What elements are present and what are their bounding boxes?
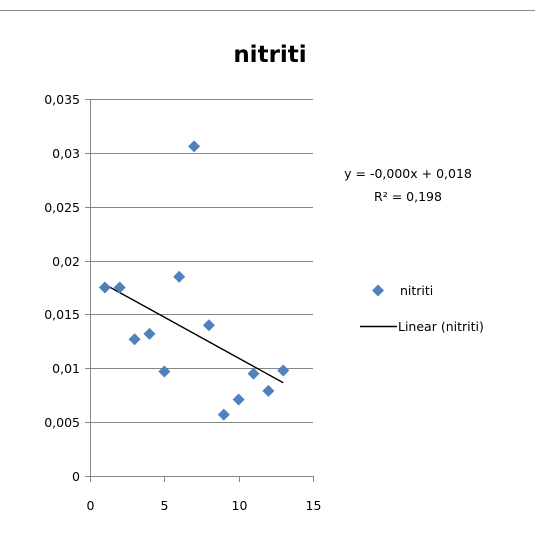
data-points (98, 140, 290, 421)
legend-label-linear: Linear (nitriti) (398, 319, 484, 334)
x-tick-label: 10 (232, 498, 248, 513)
x-axis-ticks: 0 5 10 15 (87, 476, 322, 513)
y-tick-label: 0,02 (52, 254, 80, 269)
x-tick-label: 0 (87, 498, 95, 513)
legend-diamond-marker (372, 284, 384, 297)
data-point (98, 281, 111, 294)
trendline (104, 283, 284, 384)
data-point (262, 384, 275, 397)
data-point (202, 319, 215, 332)
x-tick-label: 5 (161, 498, 169, 513)
data-point (158, 365, 171, 378)
chart-title: nitriti (233, 42, 306, 68)
trendline-equation-text: y = -0,000x + 0,018 (344, 166, 472, 181)
y-tick-label: 0 (72, 469, 80, 484)
y-tick-label: 0,005 (44, 415, 80, 430)
x-tick-label: 15 (306, 498, 322, 513)
y-tick-label: 0,035 (44, 92, 80, 107)
legend-label-nitriti: nitriti (400, 283, 433, 298)
trendline-group (104, 283, 284, 384)
data-point (128, 333, 141, 346)
legend-item-nitriti[interactable]: nitriti (372, 283, 433, 298)
y-tick-label: 0,015 (44, 307, 80, 322)
grid-lines (90, 99, 313, 423)
y-tick-label: 0,03 (52, 146, 80, 161)
y-axis-ticks: 0 0,005 0,01 0,015 0,02 0,025 0,03 0,035 (44, 92, 90, 484)
trendline-equation: y = -0,000x + 0,018 R² = 0,198 (344, 166, 472, 204)
trendline-r-squared-text: R² = 0,198 (374, 189, 442, 204)
data-point (173, 270, 186, 283)
data-point (143, 327, 156, 340)
data-point (217, 408, 230, 421)
data-point (113, 281, 126, 294)
axes (90, 99, 313, 477)
data-point (247, 367, 260, 380)
data-point (277, 364, 290, 377)
data-point (188, 140, 201, 153)
legend[interactable]: nitriti Linear (nitriti) (360, 283, 484, 334)
y-tick-label: 0,025 (44, 200, 80, 215)
y-tick-label: 0,01 (52, 361, 80, 376)
data-point (232, 393, 245, 406)
legend-item-linear[interactable]: Linear (nitriti) (360, 319, 484, 334)
